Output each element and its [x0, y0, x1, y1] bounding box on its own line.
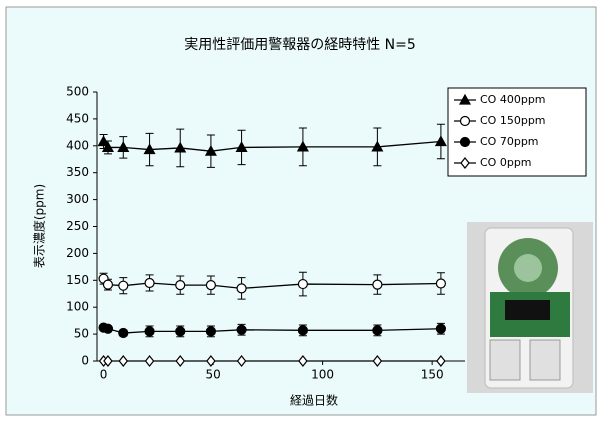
legend-label: CO 400ppm: [480, 93, 546, 106]
marker: [206, 355, 216, 367]
y-tick-label: 500: [66, 85, 89, 99]
y-tick-label: 400: [66, 138, 89, 152]
y-tick-label: 0: [81, 354, 89, 368]
marker: [101, 141, 114, 153]
legend-marker: [459, 136, 471, 148]
marker: [372, 325, 383, 336]
marker: [435, 278, 447, 289]
marker: [372, 355, 383, 367]
device-photo: [467, 222, 593, 393]
marker: [175, 280, 186, 291]
marker: [175, 326, 186, 337]
x-tick-label: 150: [421, 368, 444, 382]
marker: [296, 140, 309, 152]
y-tick-label: 300: [66, 192, 89, 206]
legend-label: CO 150ppm: [480, 114, 546, 127]
legend-label: CO 0ppm: [480, 156, 532, 169]
marker: [298, 355, 308, 367]
marker: [117, 141, 130, 153]
marker: [372, 279, 383, 290]
marker: [118, 355, 129, 367]
series-line: [103, 140, 441, 152]
legend-box: [447, 87, 587, 177]
marker: [297, 325, 309, 336]
series-line: [103, 278, 441, 290]
legend-marker: [459, 115, 471, 127]
y-tick-label: 250: [66, 219, 89, 233]
marker: [436, 355, 446, 367]
x-tick-label: 100: [311, 368, 334, 382]
y-tick-label: 200: [66, 246, 89, 260]
marker: [434, 135, 447, 147]
x-tick-label: 50: [205, 368, 220, 382]
x-tick-label: 0: [100, 368, 108, 382]
marker: [236, 283, 247, 294]
marker: [435, 323, 447, 334]
marker: [144, 355, 155, 367]
marker: [236, 355, 247, 367]
series-line: [103, 327, 441, 334]
marker: [143, 143, 156, 155]
marker: [236, 324, 247, 335]
y-axis-label: 表示濃度(ppm): [32, 184, 47, 268]
y-tick-label: 150: [66, 273, 89, 287]
marker: [174, 141, 187, 153]
marker: [175, 355, 186, 367]
y-tick-label: 50: [74, 327, 89, 341]
marker: [205, 326, 217, 337]
marker: [102, 279, 114, 290]
y-tick-label: 100: [66, 300, 89, 314]
marker: [205, 280, 217, 291]
marker: [235, 141, 248, 153]
x-axis-label: 経過日数: [290, 393, 338, 408]
marker: [118, 327, 129, 339]
legend-label: CO 70ppm: [480, 135, 539, 148]
marker: [371, 140, 384, 152]
y-tick-label: 350: [66, 165, 89, 179]
y-tick-label: 450: [66, 111, 89, 125]
marker: [204, 144, 217, 156]
marker: [118, 280, 129, 291]
legend-marker: [458, 93, 472, 105]
marker: [144, 326, 155, 337]
marker: [144, 277, 155, 289]
legend-marker: [460, 157, 470, 169]
marker: [103, 355, 113, 367]
marker: [97, 135, 110, 147]
marker: [297, 278, 309, 290]
marker: [102, 323, 114, 334]
chart-title: 実用性評価用警報器の経時特性 N=5: [184, 37, 416, 53]
